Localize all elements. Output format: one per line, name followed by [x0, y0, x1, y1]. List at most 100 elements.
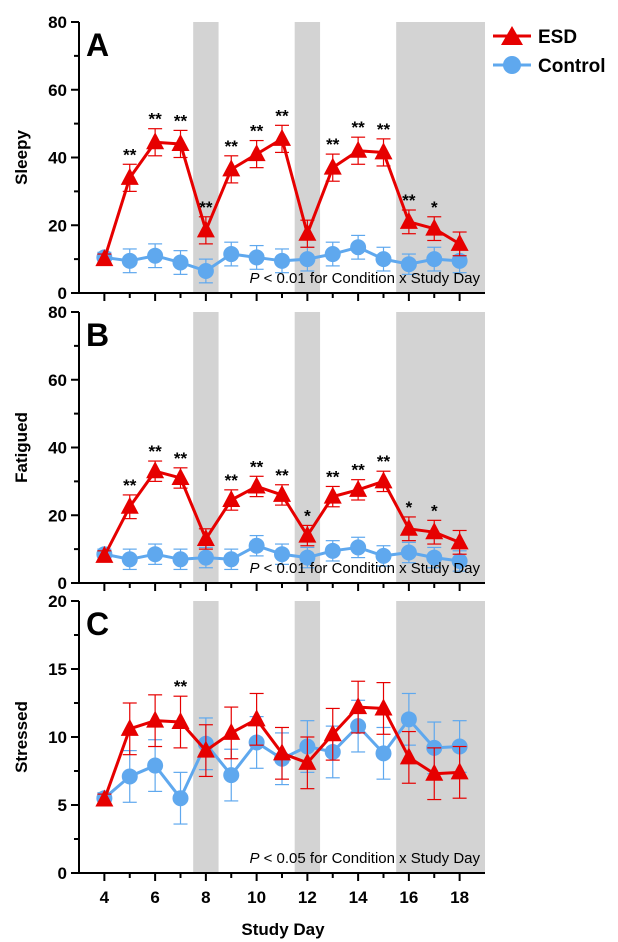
data-point-circle — [197, 262, 214, 279]
significance-marker: * — [431, 501, 438, 520]
data-point-circle — [451, 252, 468, 269]
significance-marker: ** — [174, 449, 188, 468]
legend-control: Control — [493, 56, 606, 77]
data-point-triangle — [273, 128, 291, 146]
data-point-triangle — [399, 518, 418, 536]
data-point-triangle — [425, 218, 444, 236]
data-point-triangle — [425, 522, 444, 540]
y-tick-label: 20 — [48, 592, 67, 611]
data-point-triangle — [349, 697, 368, 715]
data-point-circle — [324, 542, 341, 559]
panel-letter: B — [86, 317, 109, 353]
note-text: < 0.05 for Condition x Study Day — [259, 850, 480, 867]
panel-letter: A — [86, 27, 109, 63]
data-point-circle — [299, 251, 316, 268]
note-p: P — [249, 560, 259, 577]
data-point-triangle — [450, 233, 469, 251]
significance-marker: ** — [326, 467, 340, 486]
y-tick-label: 80 — [48, 13, 67, 32]
data-point-circle — [147, 247, 164, 264]
note-text: < 0.01 for Condition x Study Day — [259, 560, 480, 577]
data-point-circle — [223, 246, 240, 263]
significance-marker: ** — [149, 442, 163, 461]
data-point-circle — [375, 547, 392, 564]
legend-control-label: Control — [538, 56, 606, 77]
panel-c: 0 5 10 15 20 4 6 8 10 12 14 16 18 Stressed C ** P < 0.05… — [12, 592, 485, 907]
x-tick-label: 12 — [298, 888, 317, 907]
data-point-circle — [400, 256, 417, 273]
data-point-triangle — [196, 528, 215, 546]
data-point-triangle — [222, 722, 241, 740]
y-tick-label: 60 — [48, 371, 67, 390]
legend-esd: ESD — [493, 26, 577, 48]
note-text: < 0.01 for Condition x Study Day — [259, 270, 480, 287]
data-point-circle — [223, 551, 240, 568]
x-tick-label: 8 — [201, 888, 210, 907]
y-tick-label: 0 — [58, 284, 67, 303]
data-point-circle — [147, 757, 164, 774]
significance-marker: ** — [174, 677, 188, 696]
data-point-circle — [299, 549, 316, 566]
significance-note: P < 0.05 for Condition x Study Day — [249, 850, 480, 867]
series-esd — [95, 680, 469, 807]
data-point-triangle — [247, 476, 266, 494]
significance-marker: ** — [352, 461, 366, 480]
data-point-circle — [324, 246, 341, 263]
panel-letter: C — [86, 606, 109, 642]
y-tick-label: 80 — [48, 303, 67, 322]
data-point-triangle — [298, 525, 317, 543]
data-point-triangle — [146, 710, 165, 728]
y-tick-label: 0 — [58, 864, 67, 883]
data-point-triangle — [450, 532, 469, 550]
data-point-circle — [426, 251, 443, 268]
data-point-circle — [375, 251, 392, 268]
significance-marker: * — [406, 498, 413, 517]
significance-marker: ** — [225, 471, 239, 490]
y-tick-label: 20 — [48, 216, 67, 235]
data-point-circle — [400, 544, 417, 561]
data-point-triangle — [171, 467, 190, 485]
y-tick-label: 20 — [48, 506, 67, 525]
shaded-region — [193, 22, 219, 293]
y-tick-label: 40 — [48, 439, 67, 458]
data-point-triangle — [171, 133, 190, 151]
data-point-triangle — [196, 220, 215, 238]
data-point-circle — [197, 549, 214, 566]
y-tick-label: 5 — [58, 796, 67, 815]
data-point-circle — [172, 551, 189, 568]
data-point-triangle — [146, 132, 165, 150]
data-point-triangle — [425, 763, 444, 781]
data-point-triangle — [298, 752, 317, 770]
series-esd — [95, 124, 469, 267]
data-point-triangle — [247, 709, 266, 727]
significance-marker: * — [431, 198, 438, 217]
y-tick-label: 60 — [48, 81, 67, 100]
shaded-region — [396, 22, 485, 293]
data-point-triangle — [273, 743, 291, 761]
data-point-circle — [172, 254, 189, 271]
significance-note: P < 0.01 for Condition x Study Day — [249, 270, 480, 287]
data-point-triangle — [374, 698, 393, 716]
significance-marker: ** — [352, 118, 366, 137]
data-point-triangle — [273, 484, 291, 502]
significance-marker: ** — [123, 476, 137, 495]
significance-marker: ** — [123, 145, 137, 164]
x-tick-label: 6 — [150, 888, 159, 907]
y-tick-label: 40 — [48, 149, 67, 168]
data-point-triangle — [298, 223, 317, 241]
data-point-triangle — [323, 157, 342, 175]
data-point-triangle — [323, 486, 342, 504]
data-point-triangle — [222, 159, 241, 177]
x-tick-label: 18 — [450, 888, 469, 907]
data-point-triangle — [95, 545, 114, 563]
data-point-circle — [274, 252, 290, 269]
significance-marker: ** — [250, 457, 264, 476]
series-esd — [95, 460, 469, 563]
significance-marker: ** — [402, 191, 416, 210]
note-p: P — [249, 270, 259, 287]
data-point-circle — [400, 711, 417, 728]
